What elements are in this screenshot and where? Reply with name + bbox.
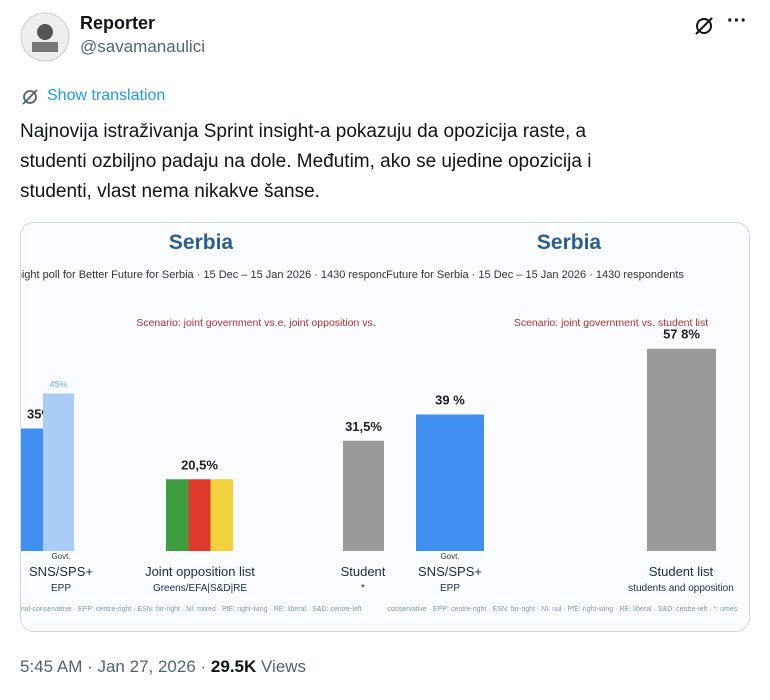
author[interactable]: Reporter	[80, 13, 156, 33]
value-label: 57 8%	[663, 327, 700, 342]
bar	[647, 348, 716, 551]
handle[interactable]: @savamanaulici	[80, 37, 205, 56]
bar-label: SNS/SPS+	[29, 564, 93, 579]
tweet-image[interactable]: Serbia Sprint insight poll for Better Fut…	[20, 222, 750, 632]
text-line: Najnovija istraživanja Sprint insight-a …	[20, 121, 587, 142]
panel-title: Serbia	[537, 231, 602, 254]
bar	[166, 479, 233, 551]
value-label: 45%	[49, 380, 67, 390]
panel-subtitle: Sprint insight poll for Better Future fo…	[20, 269, 409, 281]
value-label: 39 %	[435, 393, 465, 408]
avatar[interactable]	[20, 12, 70, 62]
bar-sublabel: *	[361, 583, 365, 594]
bar-label: Student list	[649, 564, 714, 579]
show-translation[interactable]: Show translation	[47, 87, 166, 104]
chart-panel: Serbia Sprint insight poll for Better Fut…	[251, 223, 749, 631]
value-label: 20,5%	[181, 457, 218, 472]
views-label: Views	[256, 657, 307, 676]
footnote: * national-conservative · EPP: centre-ri…	[356, 606, 738, 613]
footnote: * national-conservative · EPP: centre-ri…	[20, 606, 362, 613]
bar-label: Joint opposition list	[145, 564, 255, 579]
scenario: Scenario: joint government vs. student l…	[514, 317, 708, 329]
panel-title: Serbia	[169, 231, 234, 254]
grok-icon[interactable]	[692, 14, 716, 38]
bar-label: SNS/SPS+	[418, 564, 482, 579]
views-count: 29.5K	[210, 657, 257, 676]
bar-sublabel: students and opposition	[628, 583, 734, 594]
bar-tag: Govt.	[51, 552, 70, 561]
scenario: Scenario: joint government vs.e, joint o…	[136, 317, 375, 329]
panel-subtitle: Sprint insight poll for Better Future fo…	[251, 269, 684, 281]
text-line: studenti ozbiljno padaju na dole. Međuti…	[20, 151, 592, 172]
bar-label: Student	[341, 564, 386, 579]
text-line: studenti, vlast nema nikakve šanse.	[20, 181, 320, 202]
bar	[343, 440, 384, 551]
translate-icon	[22, 89, 38, 105]
timestamp[interactable]: 5:45 AM · Jan 27, 2026 ·	[20, 657, 211, 676]
panel-bg	[21, 223, 386, 631]
bar-tag: Govt.	[440, 552, 459, 561]
bar	[43, 393, 74, 551]
bar-sublabel: Greens/EFA|S&D|RE	[153, 583, 247, 594]
value-label: 31,5%	[345, 419, 382, 434]
chart-panel: Serbia Sprint insight poll for Better Fut…	[20, 223, 409, 631]
more-button[interactable]: ···	[727, 10, 747, 32]
bar	[416, 414, 484, 551]
tweet-meta: 5:45 AM · Jan 27, 2026 · 29.5K Views	[20, 657, 306, 677]
tweet-text: Najnovija istraživanja Sprint insight-a …	[20, 117, 591, 207]
bar-sublabel: EPP	[440, 583, 460, 594]
bar-sublabel: EPP	[51, 583, 71, 594]
